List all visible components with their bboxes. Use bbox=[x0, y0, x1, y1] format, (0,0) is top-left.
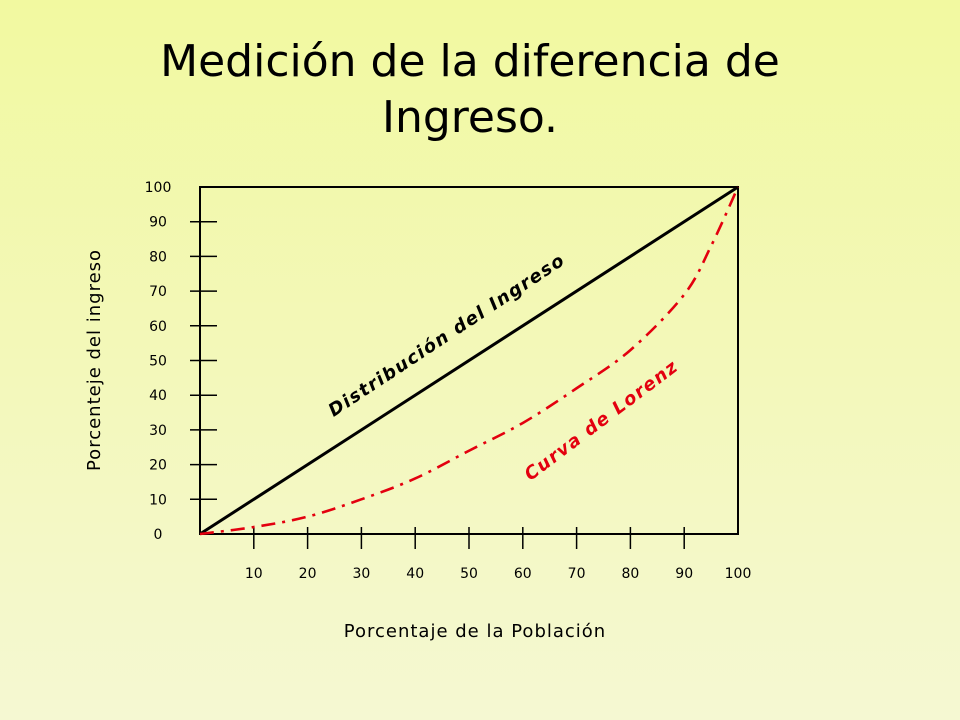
y-tick-label: 40 bbox=[149, 388, 167, 404]
series-line-lorenz bbox=[199, 186, 740, 536]
x-tick-label: 30 bbox=[352, 566, 370, 582]
slide-title: Medición de la diferencia de Ingreso. bbox=[160, 36, 780, 143]
series-lines bbox=[199, 185, 740, 536]
series-label-lorenz: Curva de Lorenz bbox=[521, 356, 683, 485]
x-axis-title: Porcentaje de la Población bbox=[344, 621, 606, 642]
y-tick-label: 30 bbox=[149, 423, 167, 439]
y-tick-label: 90 bbox=[149, 215, 167, 231]
x-tick-label: 100 bbox=[725, 566, 752, 582]
y-tick-label: 80 bbox=[149, 249, 167, 265]
y-tick-label: 100 bbox=[145, 180, 172, 196]
y-tick-label: 0 bbox=[154, 527, 163, 543]
x-axis-ticks: 10 20 30 40 50 60 70 80 90 100 bbox=[245, 527, 751, 582]
series-label-distribucion: Distribución del Ingreso bbox=[325, 250, 570, 422]
x-tick-label: 50 bbox=[460, 566, 478, 582]
y-tick-label: 70 bbox=[149, 284, 167, 300]
y-axis-ticks: 0 10 20 30 40 50 60 70 80 90 100 bbox=[145, 180, 217, 543]
series-line-distribucion bbox=[199, 185, 739, 536]
x-tick-label: 10 bbox=[245, 566, 263, 582]
y-tick-label: 60 bbox=[149, 319, 167, 335]
x-tick-label: 80 bbox=[621, 566, 639, 582]
x-tick-label: 60 bbox=[514, 566, 532, 582]
y-axis-title: Porcenteje del ingreso bbox=[84, 249, 105, 471]
x-tick-label: 40 bbox=[406, 566, 424, 582]
x-tick-label: 70 bbox=[568, 566, 586, 582]
y-tick-label: 20 bbox=[149, 458, 167, 474]
x-tick-label: 20 bbox=[299, 566, 317, 582]
y-tick-label: 50 bbox=[149, 354, 167, 370]
y-tick-label: 10 bbox=[149, 492, 167, 508]
x-tick-label: 90 bbox=[675, 566, 693, 582]
